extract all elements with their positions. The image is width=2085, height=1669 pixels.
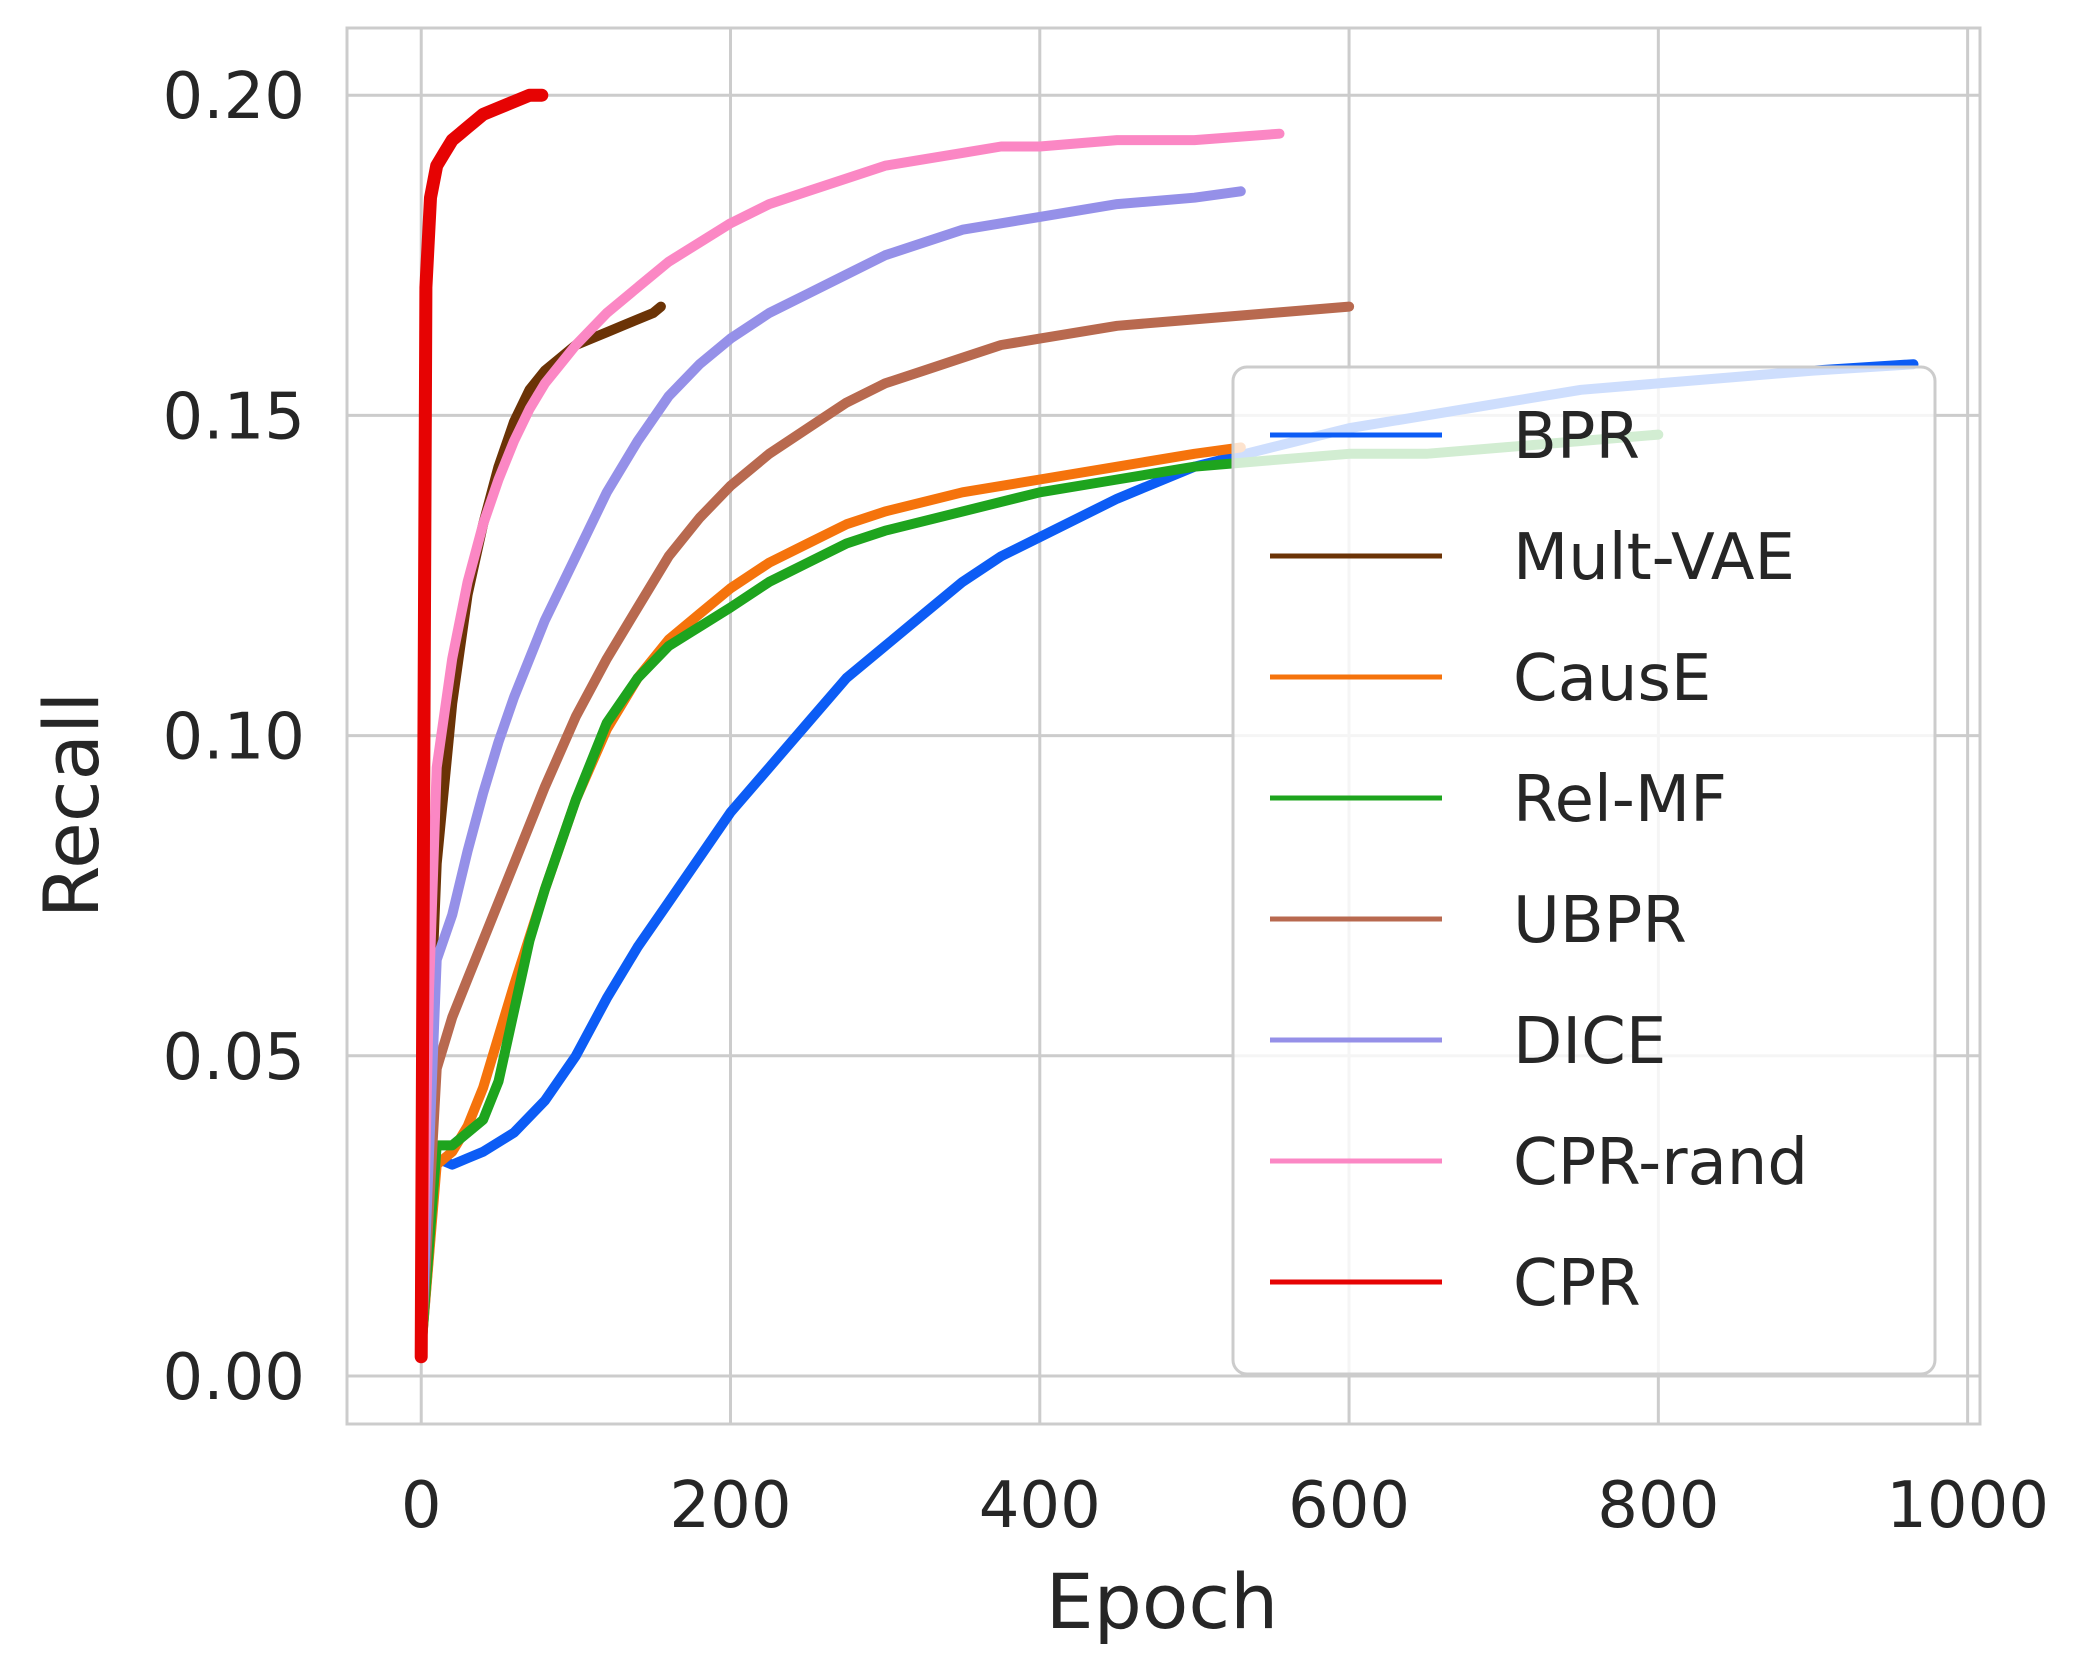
y-tick-label: 0.05 [163, 1021, 306, 1095]
x-tick-label: 800 [1597, 1469, 1719, 1543]
x-tick-label: 200 [669, 1469, 791, 1543]
x-tick-label: 1000 [1886, 1469, 2049, 1543]
x-tick-label: 600 [1288, 1469, 1410, 1543]
plot-frame [345, 26, 1982, 1426]
legend-label-bpr: BPR [1513, 400, 1640, 474]
y-axis-ticks: 0.00 0.05 0.10 0.15 0.20 [163, 60, 306, 1415]
y-tick-label: 0.00 [163, 1341, 306, 1415]
legend-label-rel-mf: Rel-MF [1513, 763, 1727, 837]
legend-label-cpr: CPR [1513, 1247, 1641, 1321]
series-line-mult-vae [416, 301, 666, 1356]
series-line-cpr [414, 88, 549, 1364]
x-tick-label: 400 [979, 1469, 1101, 1543]
x-tick-label: 0 [401, 1469, 442, 1543]
series-line-dice [416, 186, 1246, 1356]
series-line-ubpr [416, 301, 1355, 1356]
legend-label-cpr-rand: CPR-rand [1513, 1126, 1808, 1200]
series-line-cause [416, 442, 1246, 1356]
x-axis-ticks: 0 200 400 600 800 1000 [401, 1469, 2049, 1543]
legend-label-dice: DICE [1513, 1005, 1666, 1079]
x-axis-title: Epoch [1046, 1557, 1279, 1646]
y-axis-title: Recall [27, 692, 116, 919]
legend-label-ubpr: UBPR [1513, 884, 1687, 958]
series-line-cpr-rand [416, 128, 1285, 1356]
legend-box [1231, 365, 1937, 1376]
y-tick-label: 0.10 [163, 701, 306, 775]
y-tick-label: 0.20 [163, 60, 306, 134]
y-tick-label: 0.15 [163, 380, 306, 454]
legend-label-cause: CausE [1513, 642, 1711, 716]
legend-label-mult-vae: Mult-VAE [1513, 521, 1795, 595]
legend: BPR Mult-VAE CausE Rel-MF UBPR DICE CPR-rand CP… [1231, 365, 1937, 1376]
